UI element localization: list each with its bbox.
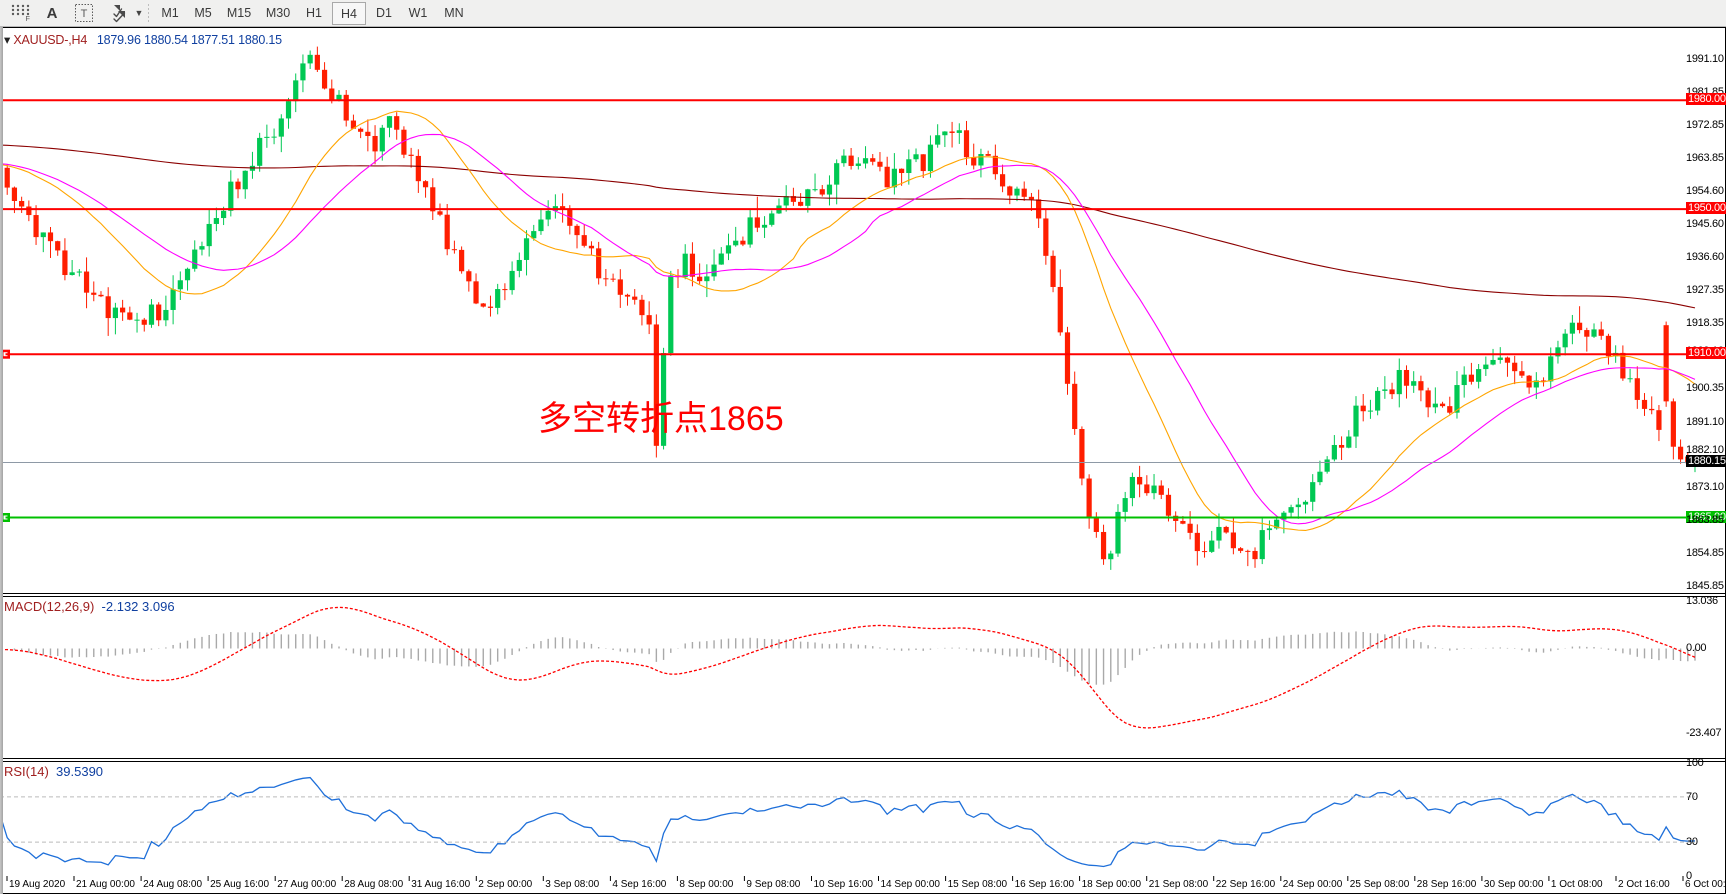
svg-text:多空转折点1865: 多空转折点1865: [538, 400, 784, 438]
